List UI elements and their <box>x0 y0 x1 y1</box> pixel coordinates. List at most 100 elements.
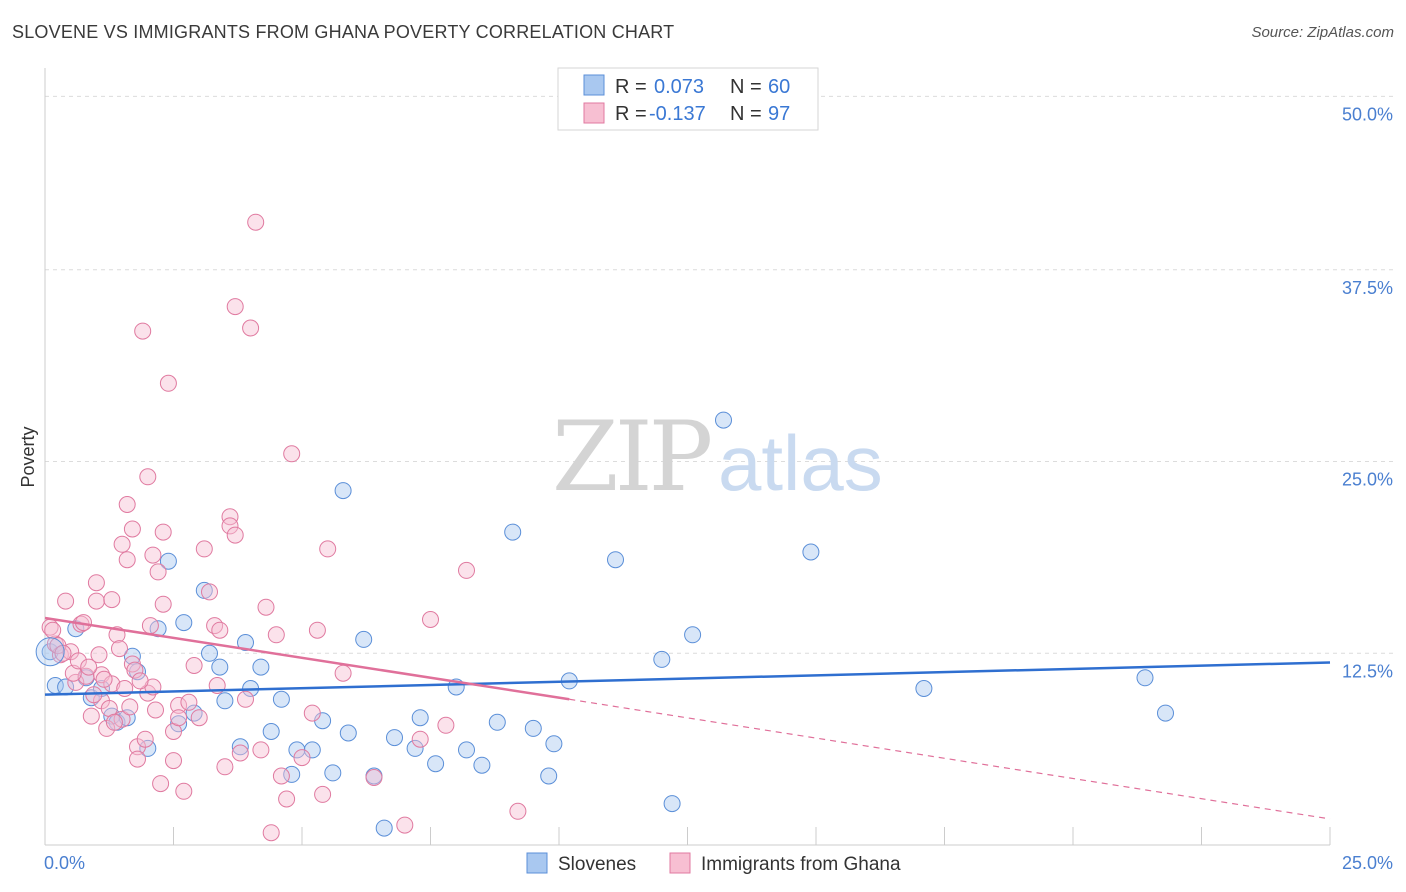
point-ghana-31 <box>154 523 172 541</box>
point-ghana-63 <box>303 704 321 722</box>
legend-r-value-ghana: -0.137 <box>649 103 706 125</box>
point-ghana-8 <box>82 707 100 725</box>
point-ghana-39 <box>180 693 198 711</box>
series-legend-swatch-ghana <box>669 852 691 874</box>
point-slovenes-38 <box>406 739 424 757</box>
point-ghana-71 <box>422 611 439 628</box>
y-axis-title: Poverty <box>18 426 38 487</box>
point-ghana-61 <box>283 445 301 463</box>
point-ghana-51 <box>231 744 249 762</box>
point-ghana-29 <box>144 546 162 564</box>
legend-n-label-slovenes: N = <box>730 76 762 98</box>
point-ghana-67 <box>334 664 352 682</box>
stats-legend: R = 0.073 N = 60 R = -0.137 N = 97 <box>557 67 819 131</box>
watermark: ZIP atlas <box>552 401 883 513</box>
series-legend: Slovenes Immigrants from Ghana <box>526 852 901 875</box>
legend-r-label-ghana: R = <box>615 103 647 125</box>
point-slovenes-18 <box>201 644 218 662</box>
series-legend-label-slovenes: Slovenes <box>558 854 636 875</box>
point-slovenes-24 <box>252 658 270 676</box>
point-ghana-94 <box>147 701 164 719</box>
point-ghana-52 <box>237 690 254 708</box>
point-ghana-81 <box>80 658 98 676</box>
y-tick-label-2: 37.5% <box>1342 278 1393 298</box>
point-ghana-10 <box>87 592 105 610</box>
point-slovenes-15 <box>175 614 193 632</box>
point-slovenes-56 <box>915 680 933 697</box>
point-ghana-30 <box>149 563 167 581</box>
point-ghana-59 <box>272 767 290 785</box>
point-slovenes-46 <box>524 719 542 737</box>
point-ghana-72 <box>437 716 455 734</box>
point-ghana-32 <box>154 595 172 613</box>
series-legend-label-ghana: Immigrants from Ghana <box>701 854 901 875</box>
point-ghana-90 <box>126 661 144 679</box>
x-tick-label-1: 25.0% <box>1342 853 1393 873</box>
point-ghana-86 <box>105 713 123 731</box>
point-ghana-38 <box>175 782 193 800</box>
point-slovenes-50 <box>607 551 624 569</box>
point-ghana-25 <box>134 322 152 340</box>
point-ghana-21 <box>123 520 141 538</box>
point-ghana-79 <box>69 652 87 670</box>
legend-r-value-slovenes: 0.073 <box>654 76 704 98</box>
point-ghana-57 <box>262 824 280 842</box>
point-ghana-44 <box>206 617 224 635</box>
point-ghana-53 <box>242 319 260 337</box>
point-slovenes-57 <box>1136 669 1154 687</box>
point-ghana-88 <box>116 680 134 697</box>
point-ghana-3 <box>57 592 75 610</box>
point-slovenes-20 <box>216 692 234 710</box>
point-ghana-58 <box>267 626 285 644</box>
point-ghana-60 <box>278 790 296 808</box>
point-ghana-17 <box>113 535 131 553</box>
point-ghana-43 <box>201 583 218 601</box>
point-ghana-46 <box>216 758 234 776</box>
y-tick-label-1: 25.0% <box>1342 470 1393 490</box>
point-ghana-73 <box>458 561 475 579</box>
point-ghana-14 <box>103 591 121 609</box>
point-ghana-9 <box>87 574 105 592</box>
point-slovenes-13 <box>159 552 177 570</box>
point-ghana-27 <box>139 468 157 486</box>
point-slovenes-52 <box>663 795 681 813</box>
point-ghana-75 <box>44 621 62 639</box>
point-slovenes-33 <box>339 724 357 742</box>
point-slovenes-21 <box>231 738 249 756</box>
chart-title: SLOVENE VS IMMIGRANTS FROM GHANA POVERTY… <box>12 22 675 42</box>
point-ghana-34 <box>165 752 182 770</box>
legend-swatch-ghana <box>583 102 605 124</box>
point-slovenes-16 <box>185 704 203 722</box>
point-ghana-40 <box>185 657 203 674</box>
point-ghana-70 <box>411 730 429 748</box>
point-ghana-69 <box>396 816 414 834</box>
point-ghana-62 <box>293 749 311 767</box>
point-ghana-95 <box>152 775 170 793</box>
point-ghana-37 <box>170 709 188 727</box>
point-slovenes-37 <box>386 729 403 747</box>
legend-swatch-slovenes <box>583 74 605 96</box>
point-slovenes-44 <box>488 713 506 731</box>
point-slovenes-36 <box>375 819 393 837</box>
point-ghana-65 <box>314 785 332 803</box>
trend-line-slovenes <box>44 661 1331 696</box>
point-ghana-42 <box>195 540 213 558</box>
point-ghana-36 <box>170 696 188 714</box>
point-ghana-56 <box>257 598 275 616</box>
point-slovenes-19 <box>211 658 229 676</box>
point-ghana-93 <box>141 617 159 635</box>
legend-n-label-ghana: N = <box>730 103 762 125</box>
point-ghana-20 <box>118 496 136 513</box>
trend-line-ghana-extrapolated <box>569 698 1331 820</box>
point-ghana-45 <box>211 621 229 639</box>
data-points <box>35 213 1174 842</box>
point-slovenes-47 <box>540 767 558 785</box>
point-slovenes-58 <box>1157 704 1174 722</box>
point-slovenes-51 <box>653 650 671 668</box>
point-slovenes-26 <box>272 690 290 708</box>
point-ghana-74 <box>509 802 527 820</box>
legend-n-value-ghana: 97 <box>768 103 790 125</box>
trend-line-ghana <box>44 616 570 701</box>
point-ghana-87 <box>111 640 128 658</box>
legend-n-value-slovenes: 60 <box>768 76 790 98</box>
